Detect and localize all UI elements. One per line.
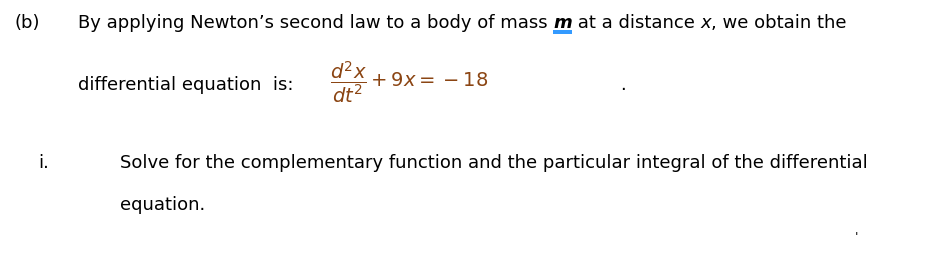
Text: at a distance: at a distance (572, 14, 701, 32)
Text: ': ' (855, 231, 859, 244)
Text: By applying Newton’s second law to a body of mass: By applying Newton’s second law to a bod… (78, 14, 553, 32)
Text: i.: i. (38, 154, 48, 172)
Text: , we obtain the: , we obtain the (712, 14, 846, 32)
Text: x: x (701, 14, 712, 32)
Text: $\dfrac{d^2x}{dt^2} + 9x = -18$: $\dfrac{d^2x}{dt^2} + 9x = -18$ (330, 59, 488, 105)
Text: Solve for the complementary function and the particular integral of the differen: Solve for the complementary function and… (120, 154, 867, 172)
Text: differential equation  is:: differential equation is: (78, 76, 294, 94)
Text: (b): (b) (15, 14, 41, 32)
Text: .: . (620, 76, 626, 94)
Text: m: m (553, 14, 572, 32)
Text: equation.: equation. (120, 196, 205, 214)
